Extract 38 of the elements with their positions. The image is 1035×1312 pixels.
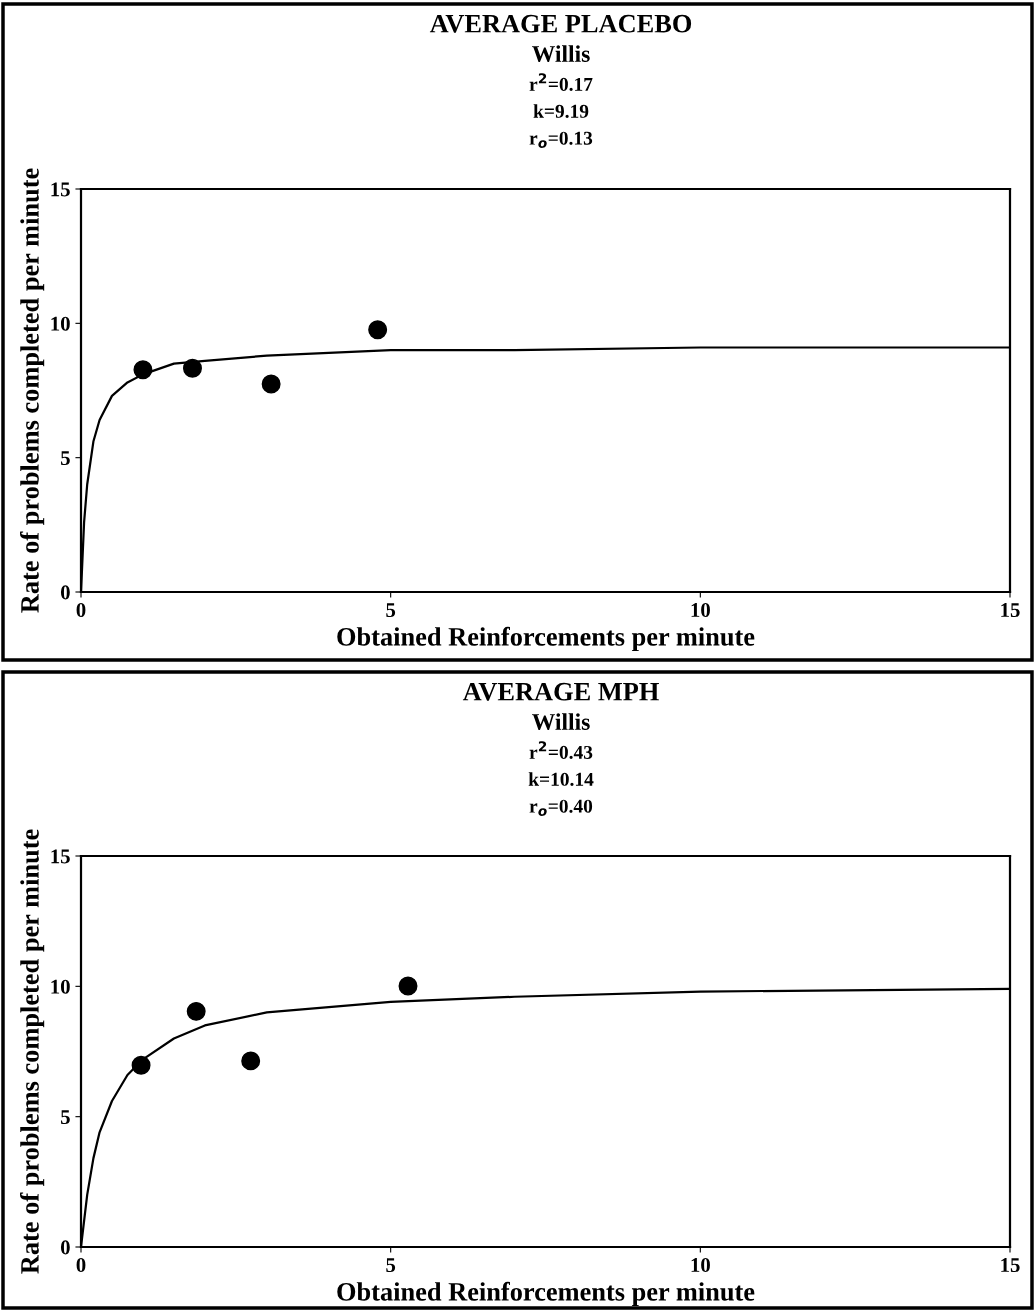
x-tick-label: 10 (691, 603, 710, 618)
text: r$_{o}$=0.40 (529, 799, 593, 816)
y-tick-label: 15 (51, 849, 70, 864)
x-tick-label: 5 (386, 603, 396, 618)
y-tick-label: 5 (61, 1110, 70, 1125)
x-axis-title: Obtained Reinforcements per minute (337, 626, 755, 652)
y-axis-title: Rate of problems completed per minute (20, 829, 45, 1274)
y-tick-label: 5 (61, 451, 70, 466)
x-axis-title: Obtained Reinforcements per minute (337, 1281, 755, 1307)
text: k=9.19 (533, 104, 589, 118)
point (186, 1001, 206, 1021)
point (261, 374, 281, 394)
x-tick-label: 15 (1001, 603, 1020, 618)
point (398, 976, 418, 996)
point (368, 320, 388, 340)
x-tick-label: 0 (76, 1258, 86, 1273)
y-tick-label: 10 (51, 316, 70, 331)
text: r$_{o}$=0.13 (529, 131, 593, 148)
chart-title: AVERAGE MPH (462, 682, 659, 701)
y-tick-label: 0 (60, 585, 70, 600)
point (241, 1051, 261, 1071)
x-tick-label: 5 (386, 1258, 396, 1273)
y-axis-title: Rate of problems completed per minute (20, 168, 45, 613)
x-tick-label: 15 (1001, 1258, 1020, 1273)
text: r$^{2}$=0.43 (529, 741, 593, 760)
x-tick-label: 10 (691, 1258, 710, 1273)
point (183, 358, 202, 378)
chart-subtitle: Willis (532, 45, 590, 63)
text: r$^{2}$=0.17 (529, 73, 593, 92)
point (131, 1055, 151, 1075)
y-tick-label: 0 (60, 1240, 70, 1255)
point (133, 360, 153, 380)
text: k=10.14 (528, 772, 594, 786)
chart-subtitle: Willis (532, 713, 590, 731)
y-tick-label: 15 (51, 182, 70, 197)
chart-title: AVERAGE PLACEBO (429, 14, 692, 33)
y-tick-label: 10 (51, 979, 70, 994)
x-tick-label: 0 (76, 603, 86, 618)
